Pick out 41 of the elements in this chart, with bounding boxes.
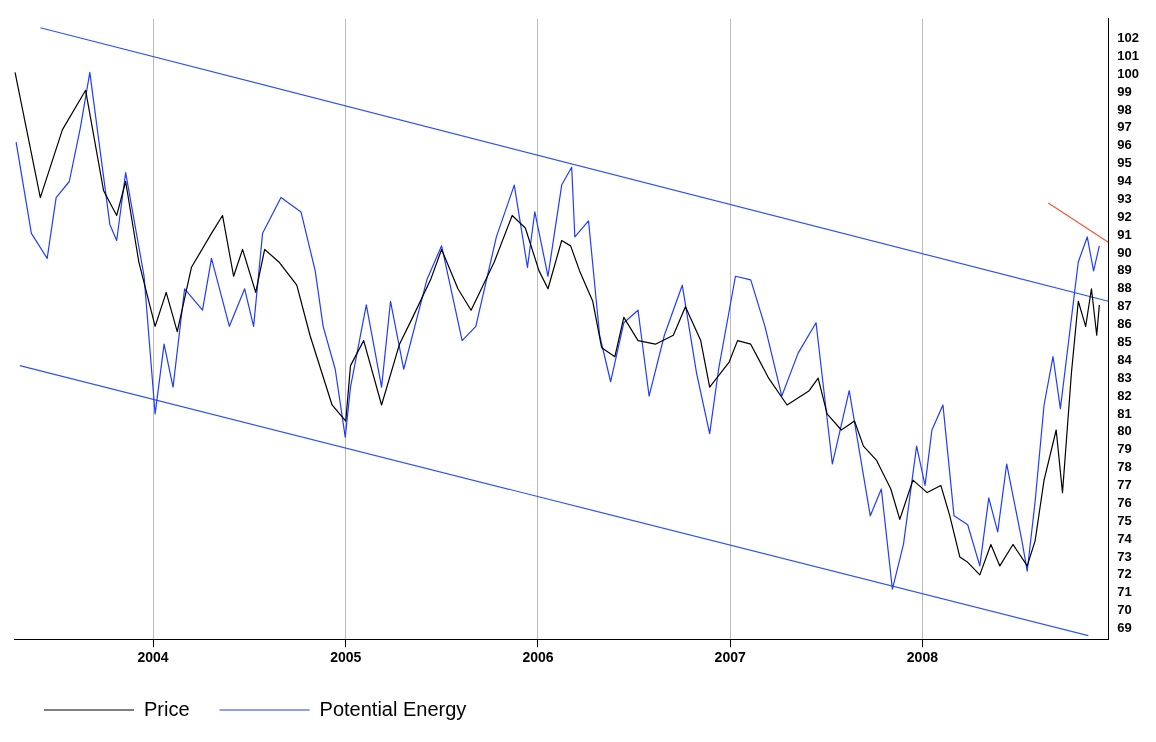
y-tick-label: 93 — [1117, 190, 1132, 206]
y-tick-label: 90 — [1117, 244, 1132, 260]
y-tick-label: 69 — [1117, 620, 1132, 636]
y-tick-label: 72 — [1117, 566, 1132, 582]
y-tick-label: 83 — [1117, 369, 1132, 385]
y-tick-label: 77 — [1117, 477, 1132, 493]
y-tick-label: 71 — [1117, 584, 1132, 600]
y-tick-label: 74 — [1117, 530, 1133, 546]
y-tick-label: 82 — [1117, 387, 1132, 403]
y-tick-label: 100 — [1117, 65, 1140, 81]
y-tick-label: 79 — [1117, 441, 1132, 457]
y-tick-label: 84 — [1117, 351, 1133, 367]
legend-label: Price — [144, 697, 190, 720]
y-tick-label: 94 — [1117, 173, 1133, 189]
x-tick-label: 2004 — [137, 649, 169, 666]
y-tick-label: 85 — [1117, 333, 1132, 349]
y-tick-label: 99 — [1117, 83, 1132, 99]
y-tick-label: 88 — [1117, 280, 1132, 296]
x-tick-label: 2008 — [906, 649, 939, 666]
x-tick-label: 2007 — [714, 649, 746, 666]
y-tick-label: 86 — [1117, 316, 1132, 332]
y-tick-label: 97 — [1117, 119, 1132, 135]
y-tick-label: 98 — [1117, 101, 1132, 117]
y-tick-label: 81 — [1117, 405, 1132, 421]
y-tick-label: 96 — [1117, 137, 1132, 153]
x-tick-label: 2006 — [522, 649, 554, 666]
y-tick-label: 101 — [1117, 47, 1140, 63]
y-tick-label: 102 — [1117, 30, 1140, 46]
y-tick-label: 89 — [1117, 262, 1132, 278]
y-tick-label: 95 — [1117, 155, 1132, 171]
y-tick-label: 75 — [1117, 512, 1132, 528]
y-tick-label: 76 — [1117, 494, 1132, 510]
y-tick-label: 73 — [1117, 548, 1132, 564]
y-tick-label: 91 — [1117, 226, 1132, 242]
y-tick-label: 78 — [1117, 459, 1132, 475]
y-tick-label: 92 — [1117, 208, 1132, 224]
legend-label: Potential Energy — [319, 697, 467, 720]
y-tick-label: 70 — [1117, 602, 1132, 618]
y-tick-label: 80 — [1117, 423, 1132, 439]
x-tick-label: 2005 — [330, 649, 362, 666]
y-tick-label: 87 — [1117, 298, 1132, 314]
